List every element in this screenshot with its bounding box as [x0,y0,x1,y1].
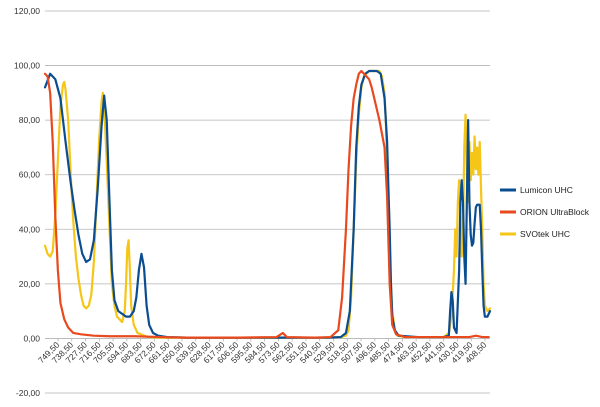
series-lines [43,69,492,339]
gridlines [45,10,490,394]
legend: Lumicon UHC ORION UltraBlock SVOtek UHC [500,185,590,239]
legend-label: SVOtek UHC [520,229,570,239]
x-axis-tick-labels: 749,50738,50727,50716,50705,50694,50683,… [36,340,489,366]
series-line-lumicon-uhc [43,69,492,339]
y-tick-label: 0,00 [23,333,40,343]
y-tick-label: 100,00 [14,61,40,71]
y-tick-label: 60,00 [19,170,41,180]
legend-label: Lumicon UHC [520,185,573,195]
y-tick-label: 80,00 [19,115,41,125]
y-tick-label: 20,00 [19,279,41,289]
legend-label: ORION UltraBlock [520,207,590,217]
y-tick-label: 120,00 [14,6,40,16]
series-line-orion-ultrablock [43,69,490,339]
y-tick-label: 40,00 [19,224,41,234]
series-line-svotek-uhc [43,69,492,339]
y-axis-tick-labels: 120,00 100,00 80,00 60,00 40,00 20,00 0,00 -20,… [14,6,40,398]
y-tick-label: -20,00 [16,388,40,398]
